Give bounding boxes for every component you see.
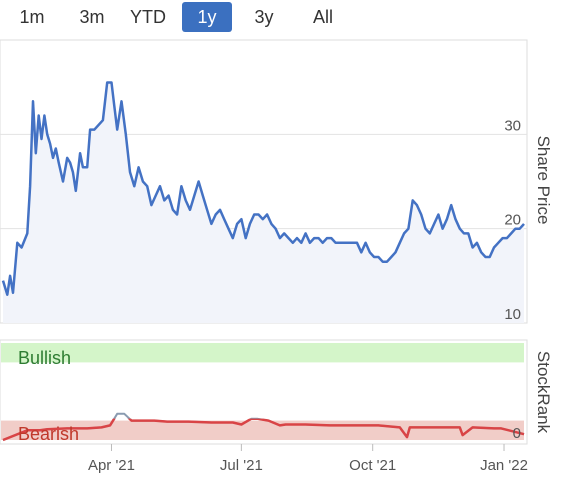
price-axis-title: Share Price [534,136,553,225]
rank-y-tick-labels: 0 [513,425,521,442]
rank-axis-title: StockRank [534,351,553,434]
price-line [1,81,525,296]
bullish-label: Bullish [18,348,71,368]
x-tick-label: Oct '21 [349,457,396,474]
range-selector: 1m 3m YTD 1y 3y All [0,0,565,36]
rank-line-red [2,418,525,442]
bearish-label: Bearish [18,424,79,444]
range-button-1m[interactable]: 1m [19,7,45,27]
price-y-tick-labels: 10 20 30 [504,117,521,323]
bullish-band [1,343,524,363]
range-button-1y[interactable]: 1y [182,2,232,32]
range-button-ytd[interactable]: YTD [130,7,166,27]
price-y-tick-label: 10 [504,306,521,323]
bearish-band [1,420,524,440]
x-axis: Apr '21 Jul '21 Oct '21 Jan '22 [88,444,528,474]
price-area-fill [3,82,524,323]
price-y-tick-label: 30 [504,117,521,134]
x-tick-label: Jan '22 [480,457,528,474]
x-tick-label: Jul '21 [220,457,263,474]
range-button-3y[interactable]: 3y [254,7,274,27]
rank-y-tick-label: 0 [513,425,521,442]
range-button-all[interactable]: All [312,7,333,27]
range-button-3m[interactable]: 3m [79,7,105,27]
price-y-tick-label: 20 [504,212,521,229]
x-tick-label: Apr '21 [88,457,135,474]
